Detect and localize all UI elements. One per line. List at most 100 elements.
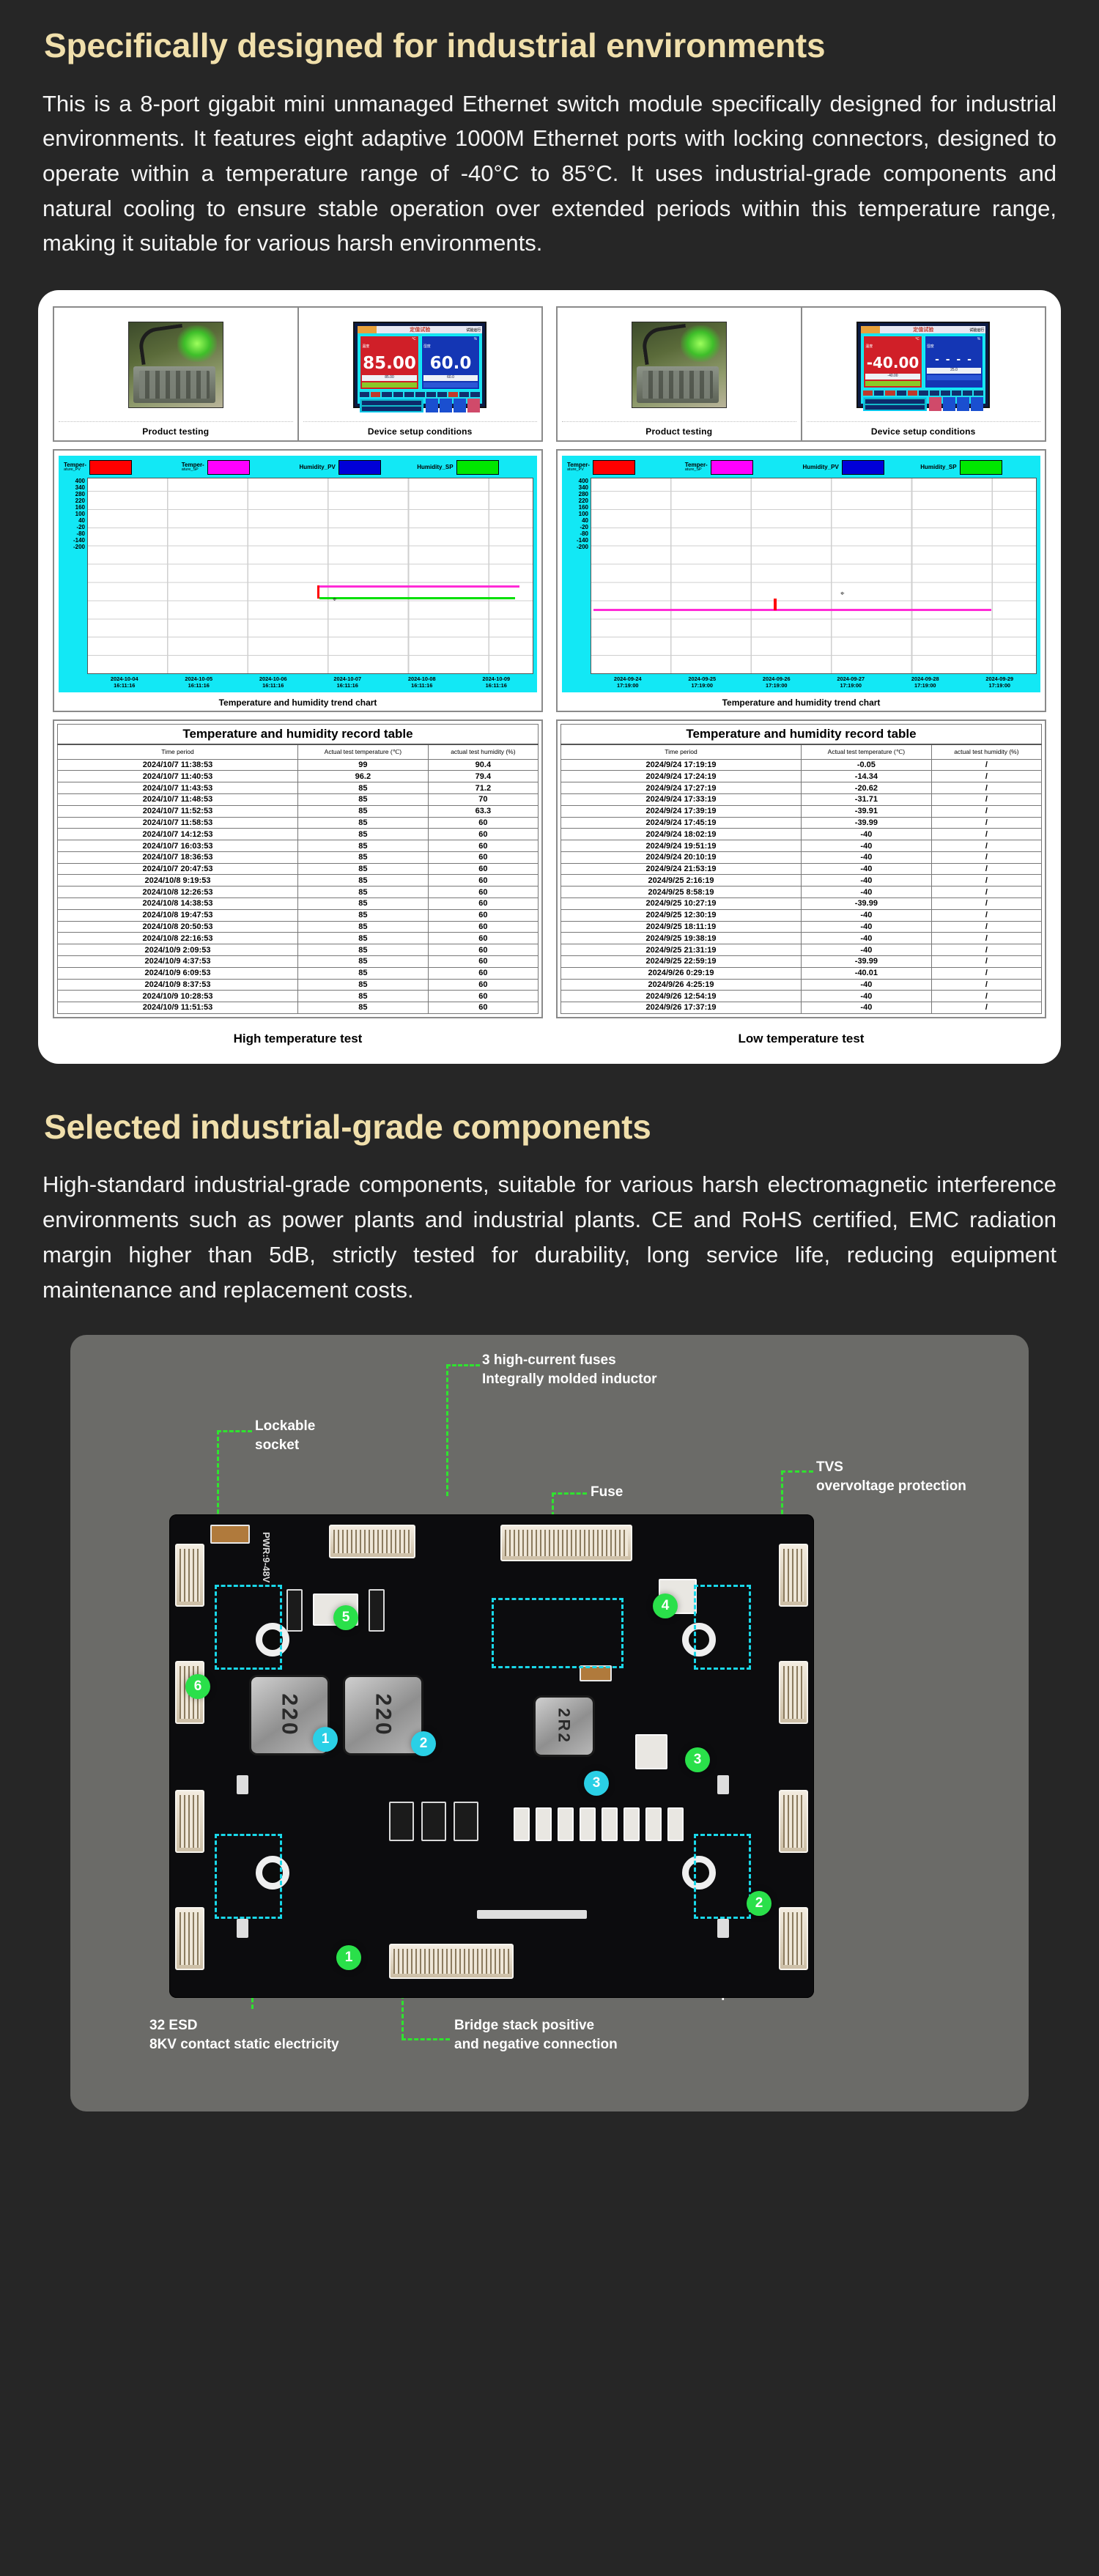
smd-pad: [717, 1919, 729, 1939]
y-tick: 100: [578, 511, 588, 518]
cell-time: 2024/10/9 2:09:53: [57, 944, 298, 956]
callout-32-esd: 32 ESD 8KV contact static electricity: [149, 2018, 339, 2052]
cell-humidity: /: [930, 932, 1043, 945]
y-tick: 400: [578, 478, 588, 485]
hmi-temp-label-low: 温度: [865, 344, 873, 349]
x-tick-time: 17:19:00: [691, 682, 714, 689]
y-tick: -20: [76, 524, 85, 531]
series-line-temp-pv: [773, 599, 777, 611]
x-tick-date: 2024-10-06: [259, 676, 287, 683]
cell-temperature: -40: [801, 990, 932, 1003]
leader-line-fuses-h: [446, 1364, 480, 1367]
cell-humidity: 60: [427, 840, 539, 852]
x-tick-date: 2024-09-24: [613, 676, 642, 683]
inductor-220-b: 220: [345, 1677, 421, 1754]
locking-socket: [779, 1790, 808, 1854]
legend-label-0b: ature_PV: [567, 467, 584, 473]
table-row: 2024/9/24 19:51:19 -40/: [560, 840, 1043, 852]
cell-humidity: 60: [427, 908, 539, 922]
cell-time: 2024/10/7 11:52:53: [57, 804, 298, 818]
trend-legend-low: Temper-ature_PV Temper-ature_SP Humidity…: [566, 459, 1037, 478]
cell-time: 2024/10/9 8:37:53: [57, 978, 298, 991]
x-tick-date: 2024-10-05: [185, 676, 213, 683]
brown-cap: [210, 1525, 250, 1544]
cell-temperature: 85: [297, 908, 429, 922]
callout-badge-3: 3: [584, 1771, 609, 1796]
cell-humidity: /: [930, 955, 1043, 968]
cell-humidity: 60: [427, 851, 539, 864]
cell-temperature: 85: [297, 932, 429, 945]
y-tick: 220: [75, 497, 85, 505]
low-trend-chart-panel: Temper-ature_PV Temper-ature_SP Humidity…: [556, 449, 1046, 712]
table-row: 2024/10/7 11:43:53 85 71.2: [57, 782, 539, 795]
x-tick-date: 2024-10-04: [110, 676, 138, 683]
table-row: 2024/9/25 19:38:19 -40/: [560, 932, 1043, 945]
table-row: 2024/10/8 14:38:53 85 60: [57, 897, 539, 910]
cell-temperature: 85: [297, 966, 429, 980]
cell-temperature: -20.62: [801, 782, 932, 795]
series-line-temp-sp: [593, 609, 992, 612]
cell-temperature: -39.99: [801, 897, 932, 910]
cell-temperature: 85: [297, 1002, 429, 1014]
table-row: 2024/9/24 17:24:19 -14.34/: [560, 770, 1043, 783]
tvs-component-2: [635, 1734, 667, 1770]
table-row: 2024/10/8 19:47:53 85 60: [57, 908, 539, 922]
cell-humidity: 60: [427, 920, 539, 933]
fuse-small: [286, 1589, 303, 1632]
capacitor-1206: [645, 1807, 662, 1842]
table-row: 2024/10/7 11:52:53 85 63.3: [57, 804, 539, 818]
y-tick: 280: [578, 491, 588, 498]
series-line-hum-sp: [319, 597, 515, 600]
cell-temperature: 85: [297, 978, 429, 991]
cell-time: 2024/9/26 0:29:19: [560, 966, 802, 980]
table-row: 2024/10/8 22:16:53 85 60: [57, 932, 539, 945]
y-tick: 160: [578, 504, 588, 511]
trend-x-axis-low: 2024-09-24 17:19:00 2024-09-25 17:19:00 20…: [566, 674, 1037, 690]
x-tick-time: 17:19:00: [914, 682, 936, 689]
cell-humidity: /: [930, 966, 1043, 980]
cell-temperature: -40: [801, 920, 932, 933]
bridge-stack: [454, 1802, 478, 1842]
inductor-code-a: 220: [278, 1693, 302, 1737]
legend-label-3: Humidity_SP: [920, 463, 957, 470]
hmi-hum-set-low: 25.0: [926, 368, 982, 374]
x-tick-date: 2024-09-27: [837, 676, 865, 683]
mounting-hole: [256, 1856, 289, 1890]
hmi-title-low: 定值试验: [913, 327, 934, 333]
cell-humidity: /: [930, 804, 1043, 818]
cell-temperature: -40: [801, 908, 932, 922]
capacitor-1206: [580, 1807, 596, 1842]
cell-humidity: /: [930, 782, 1043, 795]
capacitor-1206: [602, 1807, 618, 1842]
callout-badge-2: 2: [411, 1731, 436, 1757]
hmi-title-high: 定值试验: [410, 327, 431, 333]
cell-time: 2024/10/8 14:38:53: [57, 897, 298, 910]
device-setup-caption-high: Device setup conditions: [303, 421, 537, 440]
table-row: 2024/10/8 20:50:53 85 60: [57, 920, 539, 933]
y-tick: 40: [78, 517, 85, 525]
x-tick-time: 16:11:16: [336, 682, 358, 689]
cell-temperature: -14.34: [801, 770, 932, 783]
x-tick-time: 17:19:00: [988, 682, 1011, 689]
trend-plot-low: ⌖: [591, 478, 1037, 675]
cell-temperature: 85: [297, 851, 429, 864]
smd-pad: [717, 1775, 729, 1795]
hmi-temp-unit-low: ℃: [915, 337, 919, 342]
legend-label-1: Temper-: [684, 462, 708, 469]
cell-time: 2024/9/24 17:33:19: [560, 793, 802, 806]
cell-time: 2024/10/8 22:16:53: [57, 932, 298, 945]
y-tick: 220: [578, 497, 588, 505]
table-row: 2024/9/25 10:27:19 -39.99/: [560, 897, 1043, 910]
fpc-connector-large: [500, 1525, 632, 1562]
x-tick-date: 2024-10-08: [407, 676, 436, 683]
leader-line-fuse-h: [552, 1492, 587, 1495]
cell-humidity: /: [930, 920, 1043, 933]
y-tick: 100: [75, 511, 85, 518]
cell-humidity: 60: [427, 874, 539, 887]
col-time-period: Time period: [560, 744, 802, 760]
table-row: 2024/10/9 10:28:53 85 60: [57, 990, 539, 1003]
cell-humidity: 90.4: [427, 758, 539, 771]
series-line-temp-pv: [317, 585, 320, 599]
cell-temperature: 85: [297, 886, 429, 899]
low-test-photo-panel: Product testing 定值试验 试验运行: [556, 306, 1046, 443]
